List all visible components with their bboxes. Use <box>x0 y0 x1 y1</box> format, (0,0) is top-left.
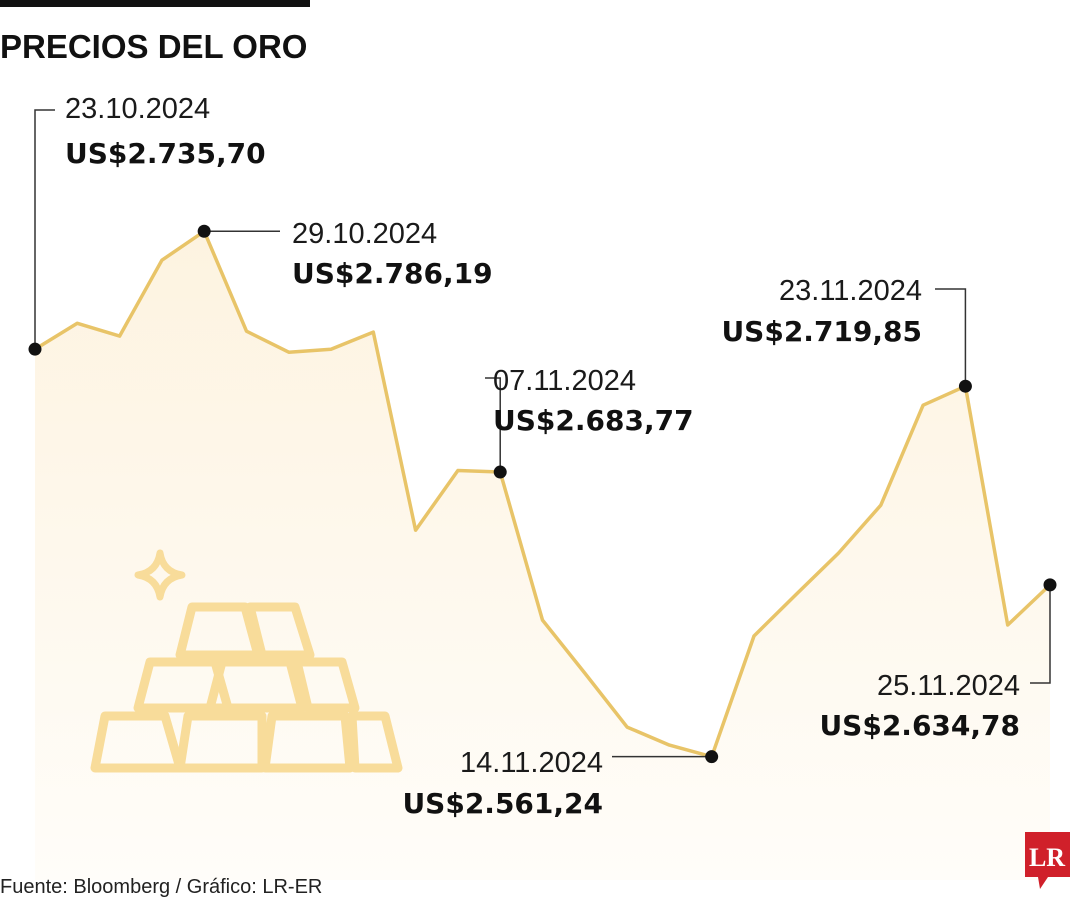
value-label: US$2.683,77 <box>493 404 694 437</box>
point <box>28 342 42 356</box>
value-label: US$2.786,19 <box>292 257 493 290</box>
chart-title: PRECIOS DEL ORO <box>0 28 307 65</box>
value-label: US$2.561,24 <box>402 787 603 820</box>
date-label: 07.11.2024 <box>493 365 636 397</box>
point <box>1043 578 1057 592</box>
date-label: 23.10.2024 <box>65 93 210 125</box>
date-label: 29.10.2024 <box>292 218 437 250</box>
title-bar <box>0 0 310 7</box>
date-label: 23.11.2024 <box>779 275 922 307</box>
leader-line <box>935 288 967 387</box>
logo-badge <box>1025 832 1070 889</box>
logo: LR <box>1029 843 1065 872</box>
gold-bars-icon <box>90 549 403 773</box>
date-label: 14.11.2024 <box>460 747 603 779</box>
point <box>197 224 211 238</box>
source: Fuente: Bloomberg / Gráfico: LR-ER <box>0 876 322 898</box>
value-label: US$2.735,70 <box>65 137 266 170</box>
point <box>705 750 719 764</box>
point <box>493 465 507 479</box>
leader-line <box>34 109 55 350</box>
date-label: 25.11.2024 <box>877 670 1020 702</box>
value-label: US$2.634,78 <box>819 709 1020 742</box>
point <box>958 379 972 393</box>
value-label: US$2.719,85 <box>721 315 922 348</box>
leader-line <box>485 377 501 473</box>
leader-line <box>1030 584 1051 684</box>
